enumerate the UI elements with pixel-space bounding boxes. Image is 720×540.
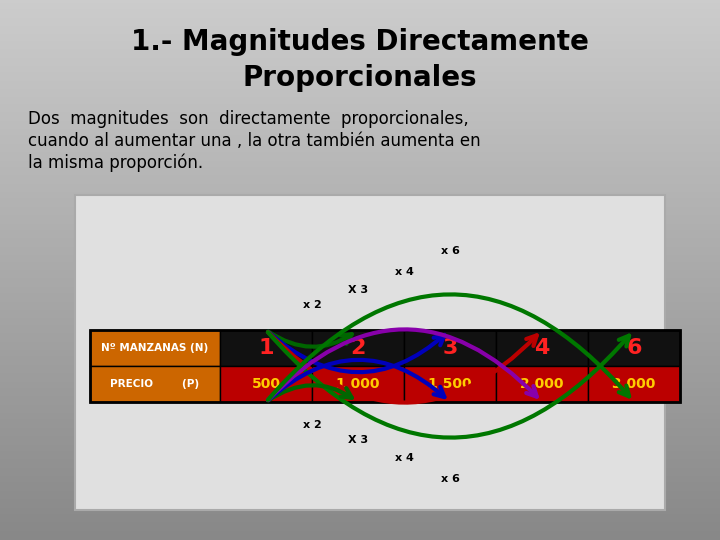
- Bar: [90, 330, 220, 366]
- Bar: [496, 330, 588, 366]
- Text: 6: 6: [626, 338, 642, 358]
- Text: Nº MANZANAS (N): Nº MANZANAS (N): [102, 343, 209, 353]
- Text: Proporcionales: Proporcionales: [243, 64, 477, 92]
- Bar: [496, 366, 588, 402]
- Bar: [220, 330, 312, 366]
- Text: 3: 3: [442, 338, 458, 358]
- Text: 500: 500: [251, 377, 281, 391]
- Text: 2 000: 2 000: [521, 377, 564, 391]
- Text: cuando al aumentar una , la otra también aumenta en: cuando al aumentar una , la otra también…: [28, 132, 481, 150]
- Bar: [220, 366, 312, 402]
- Text: 1.- Magnitudes Directamente: 1.- Magnitudes Directamente: [131, 28, 589, 56]
- Bar: [90, 330, 680, 402]
- Bar: [404, 366, 496, 402]
- Bar: [588, 366, 680, 402]
- Text: x 4: x 4: [395, 267, 413, 277]
- Text: 3 000: 3 000: [612, 377, 656, 391]
- Bar: [312, 330, 404, 366]
- Text: x 6: x 6: [441, 474, 459, 484]
- Text: la misma proporción.: la misma proporción.: [28, 154, 203, 172]
- Bar: [75, 195, 665, 510]
- Text: 1 000: 1 000: [336, 377, 379, 391]
- Text: x 2: x 2: [302, 300, 321, 310]
- Text: 1 500: 1 500: [428, 377, 472, 391]
- Text: x 6: x 6: [441, 246, 459, 256]
- Bar: [312, 366, 404, 402]
- Bar: [90, 366, 220, 402]
- Bar: [404, 330, 496, 366]
- Text: 2: 2: [351, 338, 366, 358]
- Text: x 2: x 2: [302, 420, 321, 430]
- Text: X 3: X 3: [348, 285, 368, 295]
- Text: 1: 1: [258, 338, 274, 358]
- Text: 4: 4: [534, 338, 549, 358]
- Text: PRECIO        (P): PRECIO (P): [110, 379, 199, 389]
- Text: X 3: X 3: [348, 435, 368, 445]
- Text: x 4: x 4: [395, 453, 413, 463]
- Text: Dos  magnitudes  son  directamente  proporcionales,: Dos magnitudes son directamente proporci…: [28, 110, 469, 128]
- Bar: [588, 330, 680, 366]
